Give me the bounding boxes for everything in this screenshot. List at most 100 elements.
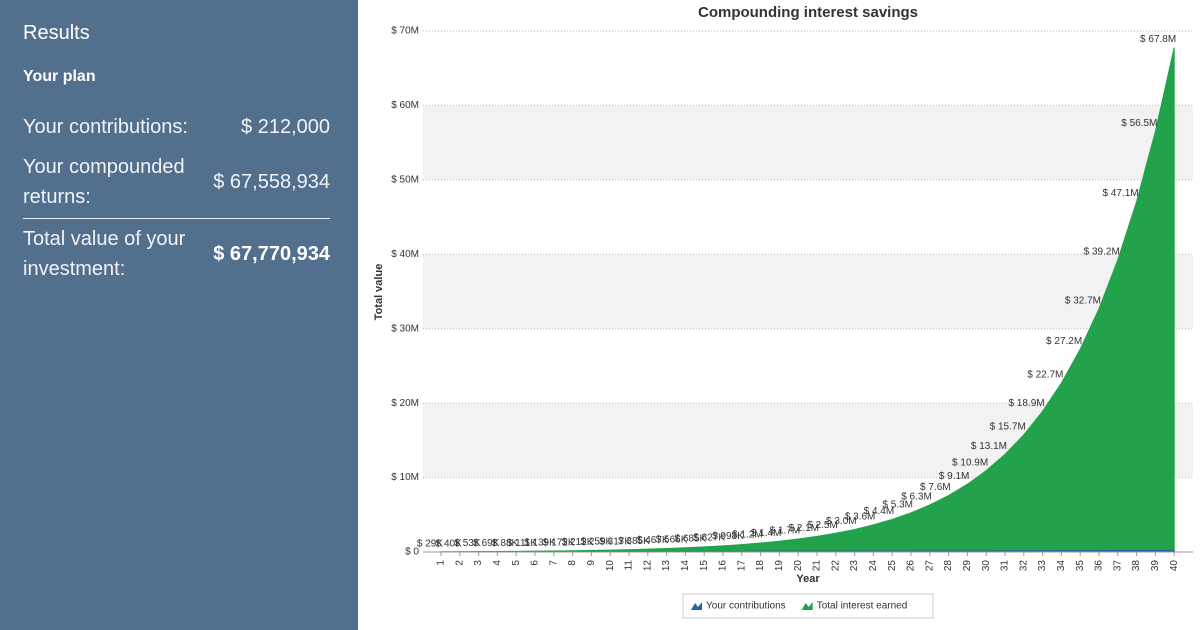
result-row: Your compounded returns: $ 67,558,934 bbox=[23, 152, 330, 212]
divider bbox=[23, 218, 330, 219]
y-tick-label: $ 30M bbox=[391, 323, 419, 334]
plan-heading: Your plan bbox=[23, 68, 96, 85]
legend: Your contributions Total interest earned bbox=[682, 593, 934, 619]
data-label: $ 4.4M bbox=[864, 506, 895, 517]
data-label: $ 317K bbox=[599, 536, 631, 547]
data-label: $ 827K bbox=[693, 532, 725, 543]
grid-band bbox=[423, 105, 1193, 180]
row-value: $ 212,000 bbox=[241, 116, 330, 138]
row-label: Your contributions: bbox=[23, 116, 188, 138]
x-tick-label: 34 bbox=[1056, 560, 1067, 572]
results-panel: Results Your plan Your contributions: $ … bbox=[0, 0, 358, 630]
data-label: $ 53K bbox=[454, 538, 480, 549]
data-label: $ 212K bbox=[562, 537, 594, 548]
x-tick-label: 26 bbox=[906, 560, 917, 572]
x-tick-label: 16 bbox=[718, 560, 729, 572]
result-row: Total value of your investment: $ 67,770… bbox=[23, 224, 330, 284]
x-tick-label: 32 bbox=[1018, 560, 1029, 572]
data-label: $ 56.5M bbox=[1121, 118, 1157, 129]
data-label: $ 2.1M bbox=[788, 523, 819, 534]
legend-icon bbox=[691, 602, 702, 610]
y-axis-label: Total value bbox=[373, 264, 385, 321]
y-tick-label: $ 0 bbox=[405, 547, 419, 558]
x-tick-label: 5 bbox=[511, 560, 522, 566]
legend-box bbox=[682, 593, 934, 619]
data-label: $ 6.3M bbox=[901, 492, 932, 503]
data-label: $ 39.2M bbox=[1084, 247, 1120, 258]
x-tick-label: 10 bbox=[605, 560, 616, 572]
x-tick-label: 1 bbox=[436, 560, 447, 566]
data-label: $ 139K bbox=[524, 538, 556, 549]
data-label: $ 1.7M bbox=[770, 526, 801, 537]
legend-item[interactable]: Total interest earned bbox=[801, 601, 908, 612]
x-tick-label: 27 bbox=[924, 560, 935, 572]
x-tick-label: 40 bbox=[1169, 560, 1180, 572]
chart: Compounding interest savings Total value… bbox=[373, 4, 1193, 619]
x-tick-label: 14 bbox=[680, 560, 691, 572]
x-tick-label: 6 bbox=[530, 560, 541, 566]
data-label: $ 111K bbox=[507, 538, 538, 549]
data-label: $ 27.2M bbox=[1046, 336, 1082, 347]
data-label: $ 3.0M bbox=[826, 516, 857, 527]
x-tick-label: 28 bbox=[943, 560, 954, 572]
x-tick-label: 7 bbox=[548, 560, 559, 566]
data-label: $ 18.9M bbox=[1008, 398, 1044, 409]
data-label: $ 67.8M bbox=[1140, 34, 1176, 45]
x-tick-label: 12 bbox=[642, 560, 653, 572]
row-label: Your compounded returns: bbox=[23, 156, 185, 208]
x-tick-label: 31 bbox=[1000, 560, 1011, 572]
x-tick-label: 18 bbox=[755, 560, 766, 572]
data-label: $ 22.7M bbox=[1027, 370, 1063, 381]
x-tick-label: 8 bbox=[567, 560, 578, 566]
x-tick-label: 25 bbox=[887, 560, 898, 572]
data-label: $ 7.6M bbox=[920, 482, 951, 493]
data-label: $ 385K bbox=[618, 536, 650, 547]
grid-band bbox=[423, 254, 1193, 329]
legend-icon bbox=[801, 602, 813, 610]
x-tick-label: 9 bbox=[586, 560, 597, 566]
x-tick-label: 30 bbox=[981, 560, 992, 572]
data-label: $ 998K bbox=[712, 531, 744, 542]
x-tick-label: 29 bbox=[962, 560, 973, 572]
data-label: $ 88K bbox=[492, 538, 518, 549]
x-tick-label: 3 bbox=[473, 560, 484, 566]
data-label: $ 15.7M bbox=[990, 421, 1026, 432]
y-tick-label: $ 10M bbox=[391, 472, 419, 483]
data-label: $ 3.6M bbox=[845, 512, 876, 523]
x-tick-label: 36 bbox=[1094, 560, 1105, 572]
data-label: $ 2.5M bbox=[807, 520, 838, 531]
x-tick-label: 23 bbox=[849, 560, 860, 572]
x-tick-label: 15 bbox=[699, 560, 710, 572]
x-axis-label: Year bbox=[796, 573, 820, 585]
data-label: $ 40K bbox=[436, 538, 462, 549]
x-tick-label: 13 bbox=[661, 560, 672, 572]
results-heading: Results bbox=[23, 22, 90, 44]
data-label: $ 1.2M bbox=[732, 530, 763, 541]
legend-label: Total interest earned bbox=[817, 601, 908, 612]
data-label: $ 13.1M bbox=[971, 441, 1007, 452]
data-label: $ 467K bbox=[637, 535, 669, 546]
row-value: $ 67,558,934 bbox=[213, 171, 330, 193]
x-tick-label: 22 bbox=[830, 560, 841, 572]
data-label: $ 69K bbox=[473, 538, 499, 549]
x-tick-label: 35 bbox=[1075, 560, 1086, 572]
data-label: $ 1.4M bbox=[751, 528, 782, 539]
data-label: $ 10.9M bbox=[952, 457, 988, 468]
data-label: $ 29K bbox=[417, 538, 443, 549]
x-tick-label: 19 bbox=[774, 560, 785, 572]
x-tick-label: 39 bbox=[1150, 560, 1161, 572]
data-label: $ 32.7M bbox=[1065, 295, 1101, 306]
x-tick-label: 24 bbox=[868, 560, 879, 572]
x-tick-label: 17 bbox=[736, 560, 747, 572]
row-value: $ 67,770,934 bbox=[213, 243, 330, 265]
x-tick-label: 38 bbox=[1131, 560, 1142, 572]
row-label: Total value of your investment: bbox=[23, 228, 186, 280]
y-tick-label: $ 20M bbox=[391, 398, 419, 409]
legend-label: Your contributions bbox=[706, 601, 786, 612]
chart-title: Compounding interest savings bbox=[698, 4, 918, 21]
data-label: $ 685K bbox=[674, 534, 706, 545]
y-tick-label: $ 60M bbox=[391, 100, 419, 111]
legend-item[interactable]: Your contributions bbox=[691, 601, 786, 612]
y-tick-label: $ 50M bbox=[391, 174, 419, 185]
